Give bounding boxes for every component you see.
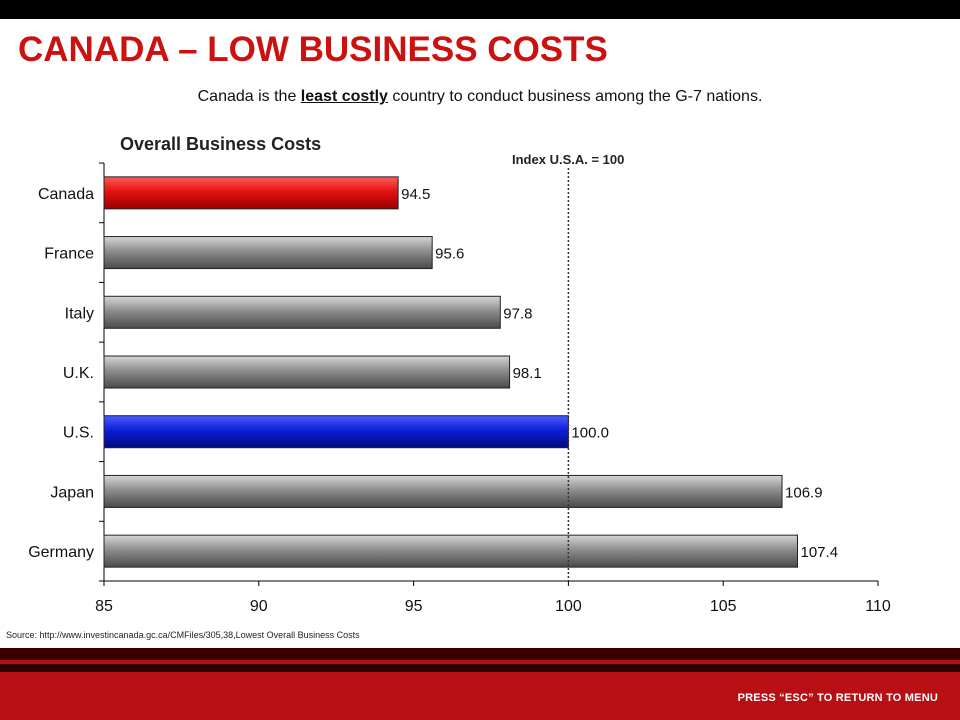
bar-canada	[103, 176, 399, 210]
data-label: 98.1	[513, 365, 542, 382]
data-label: 100.0	[571, 425, 609, 442]
index-annotation: Index U.S.A. = 100	[512, 152, 625, 167]
subtitle-pre: Canada is the	[197, 88, 301, 105]
data-label: 106.9	[785, 484, 823, 501]
category-label: France	[44, 246, 94, 263]
subtitle-emphasis: least costly	[300, 88, 388, 105]
data-label: 107.4	[801, 544, 839, 561]
category-label: Canada	[38, 186, 94, 203]
x-tick-label: 85	[95, 598, 113, 615]
bar-japan	[103, 474, 783, 508]
data-label: 94.5	[401, 186, 430, 203]
x-tick-label: 90	[250, 598, 268, 615]
category-label: Germany	[28, 544, 94, 561]
return-to-menu-hint: PRESS “ESC” TO RETURN TO MENU	[737, 692, 938, 704]
bar-uk	[103, 355, 511, 389]
top-bar	[0, 0, 960, 19]
category-label: Japan	[50, 484, 94, 501]
x-tick-label: 110	[865, 598, 891, 615]
page-title: CANADA – LOW BUSINESS COSTS	[18, 30, 608, 69]
bar-us	[103, 415, 569, 449]
category-label: U.K.	[63, 365, 94, 382]
x-tick-label: 105	[710, 598, 737, 615]
data-label: 97.8	[503, 305, 532, 322]
category-label: Italy	[65, 305, 94, 322]
subtitle: Canada is the least costly country to co…	[0, 88, 960, 106]
chart-title: Overall Business Costs	[120, 134, 322, 154]
category-label: U.S.	[63, 425, 94, 442]
footer-stripe-2	[0, 664, 960, 672]
x-tick-label: 95	[405, 598, 423, 615]
source-note: Source: http://www.investincanada.gc.ca/…	[6, 630, 360, 640]
bar-france	[103, 236, 433, 270]
x-tick-label: 100	[555, 598, 582, 615]
data-label: 95.6	[435, 246, 464, 263]
bar-italy	[103, 295, 501, 329]
bar-germany	[103, 534, 799, 568]
footer-stripe	[0, 648, 960, 660]
subtitle-post: country to conduct business among the G-…	[387, 88, 763, 105]
footer-band	[0, 648, 960, 720]
